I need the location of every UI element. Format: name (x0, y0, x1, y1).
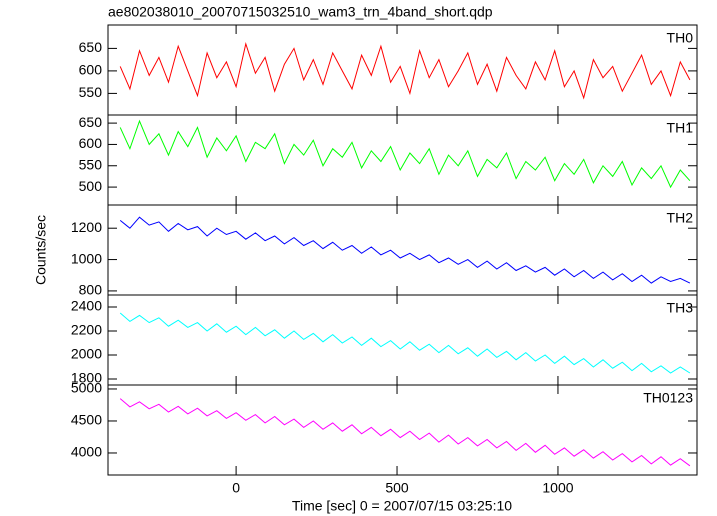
panel-frame (107, 384, 698, 476)
x-tick-label: 0 (232, 480, 240, 496)
panel-frame (107, 294, 698, 386)
legend-label: TH2 (667, 210, 694, 226)
y-tick-label: 5000 (71, 380, 102, 396)
y-tick-label: 1200 (71, 219, 102, 235)
x-tick-label: 1000 (542, 480, 573, 496)
y-tick-label: 1800 (71, 370, 102, 386)
chart-title: ae802038010_20070715032510_wam3_trn_4ban… (108, 4, 493, 20)
x-tick-label: 500 (385, 480, 409, 496)
panel-frame (107, 24, 698, 116)
y-tick-label: 600 (79, 62, 103, 78)
data-line (119, 42, 691, 100)
legend-label: TH1 (667, 120, 694, 136)
legend-label: TH3 (667, 300, 694, 316)
x-axis-label: Time [sec] 0 = 2007/07/15 03:25:10 (292, 498, 512, 514)
y-tick-label: 2000 (71, 346, 102, 362)
panel-frame (107, 204, 698, 296)
y-tick-label: 800 (79, 282, 103, 298)
panel-frame (107, 114, 698, 206)
y-tick-label: 4500 (71, 412, 102, 428)
y-tick-label: 650 (79, 39, 103, 55)
data-line (119, 312, 691, 374)
legend-label: TH0123 (643, 390, 693, 406)
y-tick-label: 1000 (71, 250, 102, 266)
y-axis-label: Counts/sec (33, 215, 49, 285)
y-tick-label: 4000 (71, 444, 102, 460)
y-tick-label: 550 (79, 156, 103, 172)
y-tick-label: 600 (79, 135, 103, 151)
y-tick-label: 650 (79, 114, 103, 130)
y-tick-label: 500 (79, 178, 103, 194)
y-tick-label: 2400 (71, 298, 102, 314)
data-line (119, 398, 691, 467)
data-line (119, 216, 691, 284)
y-tick-label: 550 (79, 84, 103, 100)
legend-label: TH0 (667, 30, 694, 46)
data-line (119, 119, 691, 189)
y-tick-label: 2200 (71, 322, 102, 338)
